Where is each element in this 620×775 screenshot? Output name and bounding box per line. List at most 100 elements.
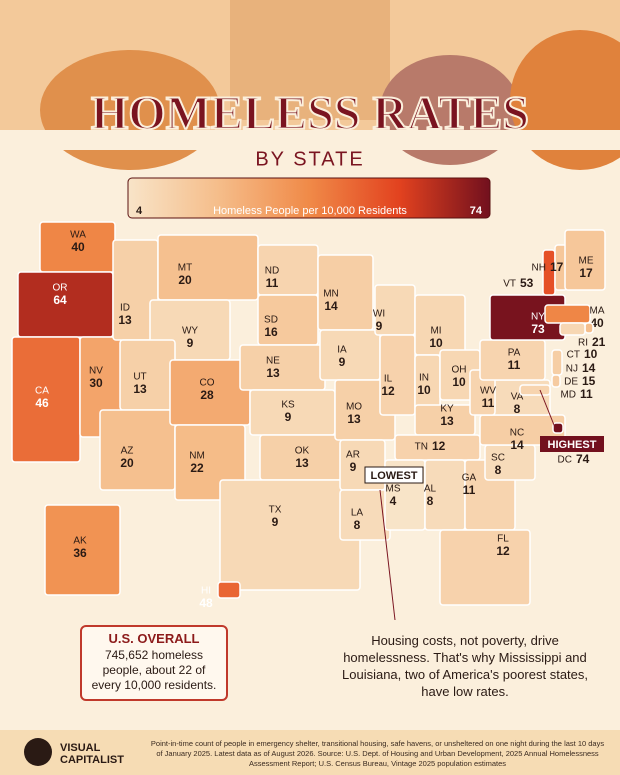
state-value: 8 [354, 518, 361, 532]
state-code: AZ [121, 446, 134, 457]
state-value: 64 [53, 293, 67, 307]
state-value: 10 [429, 336, 443, 350]
state-code: NH [532, 263, 546, 274]
range-max: 74 [470, 205, 483, 217]
state-code: WI [373, 309, 385, 320]
state-code: MO [346, 402, 362, 413]
state-code: ME [579, 256, 594, 267]
state [439, 529, 531, 606]
state [157, 234, 259, 301]
state-value: 9 [339, 355, 346, 369]
state-code: NC [510, 428, 524, 439]
state [249, 389, 336, 436]
state-value: 9 [272, 515, 279, 529]
state-value: 9 [376, 319, 383, 333]
state-value: 14 [510, 438, 524, 452]
state-code: CT [567, 350, 580, 361]
state-code: VT [503, 279, 516, 290]
state [119, 339, 176, 411]
note: Housing costs, not poverty, drive homele… [342, 633, 588, 699]
lowest-box [364, 466, 424, 484]
state-code: HI [201, 586, 211, 597]
state-value: 22 [190, 461, 204, 475]
state-code: SC [491, 453, 505, 464]
brand: VISUAL CAPITALIST [60, 742, 124, 766]
state [564, 229, 606, 291]
state [551, 349, 563, 376]
title: HOMELESS RATES [91, 87, 529, 140]
state-code: VA [511, 392, 524, 403]
state [519, 384, 551, 396]
state-code: TX [269, 505, 282, 516]
overall-heading: U.S. OVERALL [108, 631, 200, 646]
state-code: NY [531, 312, 545, 323]
colorbar [127, 177, 491, 219]
state-code: OK [295, 446, 310, 457]
state-code: UT [133, 372, 146, 383]
state-code: NE [266, 356, 280, 367]
state [219, 479, 361, 591]
state-code: KS [281, 400, 295, 411]
state-code: ND [265, 266, 279, 277]
state-code: IL [384, 374, 393, 385]
state-value: 74 [576, 452, 590, 466]
state [552, 422, 564, 434]
state-value: 8 [514, 402, 521, 416]
state-value: 13 [347, 412, 361, 426]
state [239, 344, 326, 391]
state-value: 9 [187, 336, 194, 350]
state-value: 12 [381, 384, 395, 398]
state [551, 374, 561, 388]
state [99, 409, 176, 491]
state-code: AK [73, 536, 87, 547]
state-code: KY [440, 404, 454, 415]
state-code: MD [560, 390, 576, 401]
state-code: GA [462, 473, 477, 484]
state-code: SD [264, 315, 278, 326]
state-value: 4 [390, 494, 397, 508]
state-code: MS [386, 484, 401, 495]
state [217, 581, 241, 599]
state-code: FL [497, 534, 509, 545]
state-value: 40 [71, 240, 85, 254]
state-value: 12 [496, 544, 510, 558]
state-value: 11 [463, 483, 476, 497]
state-value: 30 [89, 376, 103, 390]
state-value: 20 [120, 456, 134, 470]
state-code: RI [578, 338, 588, 349]
state-value: 12 [432, 439, 446, 453]
state-value: 9 [350, 460, 357, 474]
overall-text: 745,652 homeless people, about 22 of eve… [91, 648, 217, 692]
band [0, 130, 620, 150]
arrow [539, 389, 557, 431]
state-value: 13 [266, 366, 280, 380]
state-value: 10 [584, 347, 598, 361]
state-value: 46 [35, 396, 49, 410]
legend-label: Homeless People per 10,000 Residents [213, 205, 407, 217]
state-code: WY [182, 326, 198, 337]
state-value: 13 [133, 382, 147, 396]
state-value: 73 [531, 322, 545, 336]
state-value: 14 [324, 299, 338, 313]
state-code: MA [590, 306, 605, 317]
state-value: 13 [295, 456, 309, 470]
state-code: WA [70, 230, 86, 241]
state-code: MN [323, 289, 339, 300]
state-value: 10 [452, 375, 466, 389]
state-code: IA [337, 345, 347, 356]
state-code: DE [564, 377, 578, 388]
state-code: OH [452, 365, 467, 376]
state-value: 11 [580, 387, 593, 401]
state-code: LA [351, 508, 364, 519]
state-value: 20 [178, 273, 192, 287]
state-code: MI [430, 326, 441, 337]
state-value: 14 [582, 361, 596, 375]
state-value: 53 [520, 276, 534, 290]
state-code: WV [480, 386, 496, 397]
state [319, 329, 381, 381]
state [44, 504, 121, 596]
state-code: DC [558, 455, 572, 466]
subtitle: BY STATE [255, 148, 364, 170]
